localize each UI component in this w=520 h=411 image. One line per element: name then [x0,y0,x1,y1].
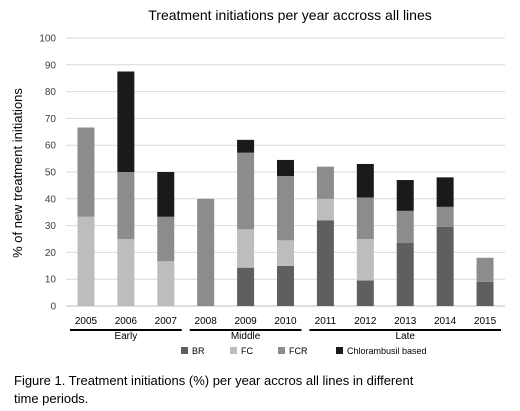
y-tick-label: 0 [50,302,56,313]
bar-chlorambusil-based-2006 [117,71,135,172]
y-tick-label: 40 [45,194,57,205]
bar-chlorambusil-based-2009 [237,139,255,153]
bar-chlorambusil-based-2013 [396,180,414,211]
x-tick-label: 2008 [195,316,218,327]
chart-title: Treatment initiations per year accross a… [148,7,432,23]
bar-br-2009 [237,267,255,306]
bar-br-2012 [356,280,374,306]
x-tick-label: 2007 [155,316,178,327]
bar-fc-2006 [117,239,135,306]
legend-swatch [230,347,237,354]
y-tick-label: 10 [45,275,57,286]
legend-label: BR [192,346,205,356]
legend-label: FCR [289,346,308,356]
bar-fc-2009 [237,229,255,268]
x-axis-ticks: 2005 2006 2007 2008 2009 2010 2011 2012 2013 2014… [75,316,497,327]
bar-chlorambusil-based-2012 [356,163,374,198]
bar-fc-2007 [157,261,175,306]
bar-br-2014 [436,226,454,306]
bar-fc-2005 [77,216,95,306]
stacked-bar-chart: Treatment initiations per year accross a… [10,7,505,356]
y-axis-label: % of new treatment initiations [10,88,25,258]
bar-fcr-2015 [476,257,494,282]
x-tick-label: 2005 [75,316,98,327]
y-axis-ticks: 0 10 20 30 40 50 60 70 80 90 100 [39,34,56,313]
x-tick-label: 2006 [115,316,138,327]
bar-fc-2010 [277,240,294,266]
y-tick-label: 60 [45,141,57,152]
legend-swatch [278,347,285,354]
x-tick-label: 2012 [354,316,377,327]
y-tick-label: 100 [39,34,56,45]
y-tick-label: 20 [45,248,57,259]
x-tick-label: 2013 [394,316,417,327]
bar-fcr-2005 [77,127,95,217]
y-tick-label: 90 [45,60,57,71]
x-tick-label: 2010 [274,316,297,327]
bar-chlorambusil-based-2014 [436,177,454,207]
period-label: Middle [231,331,261,342]
bar-fcr-2012 [356,197,374,239]
bar-fcr-2007 [157,216,175,262]
bar-fcr-2010 [277,176,294,241]
legend: BR FC FCR Chlorambusil based [181,346,427,356]
bar-br-2013 [396,243,414,306]
caption-line-1: Figure 1. Treatment initiations (%) per … [14,373,414,388]
bar-fc-2011 [316,198,334,221]
bar-fcr-2011 [316,166,334,199]
y-tick-label: 50 [45,168,57,179]
period-label: Early [114,331,137,342]
period-groups: Early Middle Late [70,329,501,342]
bar-chlorambusil-based-2007 [157,172,175,217]
bar-fcr-2013 [396,210,414,244]
bar-fcr-2009 [237,152,255,230]
bar-fcr-2008 [197,198,215,306]
legend-swatch [336,347,343,354]
bars [77,71,494,306]
bar-chlorambusil-based-2010 [277,159,294,177]
y-tick-label: 70 [45,114,57,125]
figure-caption: Figure 1. Treatment initiations (%) per … [14,372,514,408]
bar-fcr-2006 [117,172,135,239]
bar-fcr-2014 [436,206,454,227]
x-tick-label: 2015 [474,316,497,327]
bar-br-2015 [476,281,494,306]
bar-br-2010 [277,265,294,306]
period-label: Late [395,331,415,342]
x-tick-label: 2009 [234,316,257,327]
bar-fc-2012 [356,239,374,281]
legend-label: FC [241,346,253,356]
caption-line-2: time periods. [14,391,89,406]
legend-swatch [181,347,188,354]
y-tick-label: 30 [45,221,57,232]
x-tick-label: 2011 [315,316,337,327]
bar-br-2011 [316,220,334,306]
legend-label: Chlorambusil based [347,346,427,356]
x-tick-label: 2014 [434,316,457,327]
y-tick-label: 80 [45,87,57,98]
